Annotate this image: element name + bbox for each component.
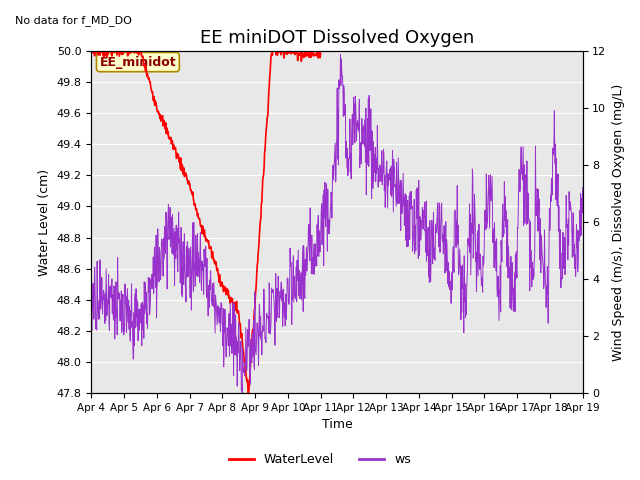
Title: EE miniDOT Dissolved Oxygen: EE miniDOT Dissolved Oxygen	[200, 29, 474, 47]
Y-axis label: Water Level (cm): Water Level (cm)	[38, 168, 51, 276]
Text: No data for f_MD_DO: No data for f_MD_DO	[15, 15, 132, 26]
X-axis label: Time: Time	[322, 419, 353, 432]
Text: EE_minidot: EE_minidot	[100, 56, 176, 69]
Legend: WaterLevel, ws: WaterLevel, ws	[224, 448, 416, 471]
Y-axis label: Wind Speed (m/s), Dissolved Oxygen (mg/L): Wind Speed (m/s), Dissolved Oxygen (mg/L…	[612, 84, 625, 360]
